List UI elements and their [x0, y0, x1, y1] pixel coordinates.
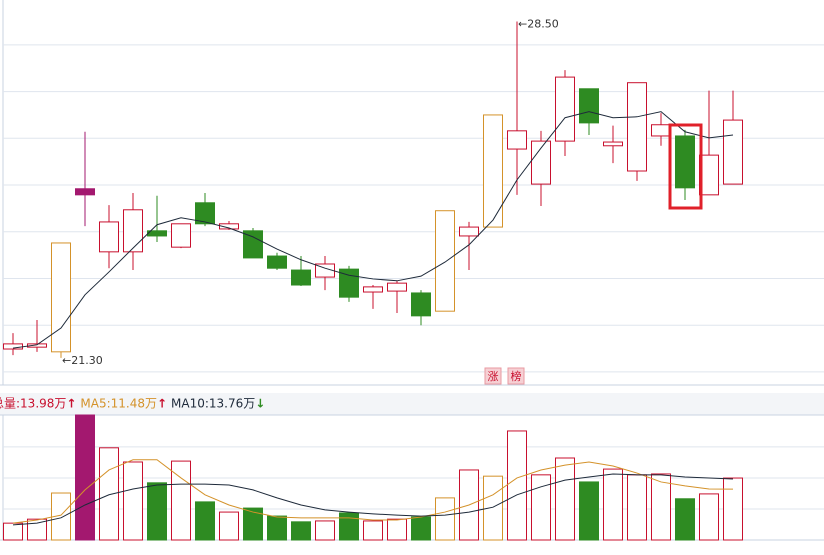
legend-bar — [0, 393, 824, 415]
badge — [484, 367, 502, 385]
volume-bar — [531, 474, 551, 541]
volume-bar — [51, 492, 71, 541]
candle-body — [627, 82, 647, 172]
candle-body — [51, 242, 71, 353]
ma-line — [12, 111, 734, 349]
volume-bar — [723, 477, 743, 541]
volume-bar — [291, 521, 311, 541]
annotation: ←21.30 — [62, 354, 103, 367]
candle-body — [75, 188, 95, 196]
candle-body — [723, 119, 743, 185]
volume-bar — [99, 447, 119, 541]
candle-body — [171, 223, 191, 248]
annotation: ←28.50 — [518, 17, 559, 30]
candle-body — [267, 255, 287, 269]
candle-body — [27, 343, 47, 348]
candle-body — [531, 140, 551, 185]
candle-body — [651, 124, 671, 137]
candle-body — [291, 269, 311, 286]
volume-bar — [411, 516, 431, 541]
candle-body — [123, 209, 143, 253]
legend-arrow: ↑ — [157, 397, 167, 411]
volume-bar — [3, 522, 23, 541]
candle-body — [387, 282, 407, 292]
candle-body — [459, 226, 479, 237]
legend-arrow: ↓ — [255, 397, 265, 411]
legend-arrow: ↑ — [66, 397, 76, 411]
volume-bar — [435, 497, 455, 541]
candle-body — [195, 202, 215, 225]
candle-body — [435, 210, 455, 312]
candle-body — [99, 221, 119, 253]
volume-bar — [387, 518, 407, 541]
volume-bar — [483, 475, 503, 541]
volume-bar — [27, 518, 47, 541]
legend-text: MA5:11.48万 — [80, 397, 157, 411]
volume-bar — [507, 430, 527, 541]
volume-bar — [603, 468, 623, 541]
candle-body — [411, 292, 431, 317]
candle-body — [483, 114, 503, 228]
badge-text: 涨 — [488, 370, 499, 383]
candle-body — [243, 230, 263, 259]
volume-bar — [219, 511, 239, 541]
legend-text: MA10:13.76万 — [171, 397, 255, 411]
volume-bar — [555, 457, 575, 541]
candle-body — [3, 343, 23, 350]
candle-body — [603, 141, 623, 147]
volume-bar — [315, 520, 335, 541]
legend-text: 总量:13.98万 — [0, 397, 66, 411]
volume-bar — [195, 501, 215, 541]
volume-bar — [579, 481, 599, 541]
volume-bar — [75, 414, 95, 541]
badge-text: 榜 — [511, 369, 522, 383]
volume-bar — [123, 461, 143, 541]
volume-bar — [363, 520, 383, 541]
badge — [507, 367, 525, 385]
volume-bar — [243, 507, 263, 541]
candle-body — [507, 130, 527, 150]
volume-bar — [147, 482, 167, 541]
candle-body — [579, 88, 599, 124]
volume-ma-line — [12, 473, 734, 526]
candle-body — [219, 223, 239, 230]
volume-bar — [651, 473, 671, 541]
volume-bar — [675, 498, 695, 541]
highlight-box — [668, 123, 703, 210]
volume-bar — [267, 515, 287, 541]
volume-bar — [339, 512, 359, 541]
candle-body — [363, 286, 383, 293]
volume-bar — [627, 474, 647, 541]
candle-body — [555, 76, 575, 142]
volume-ma-line — [12, 459, 734, 524]
candle-body — [675, 135, 695, 189]
volume-bar — [699, 493, 719, 541]
